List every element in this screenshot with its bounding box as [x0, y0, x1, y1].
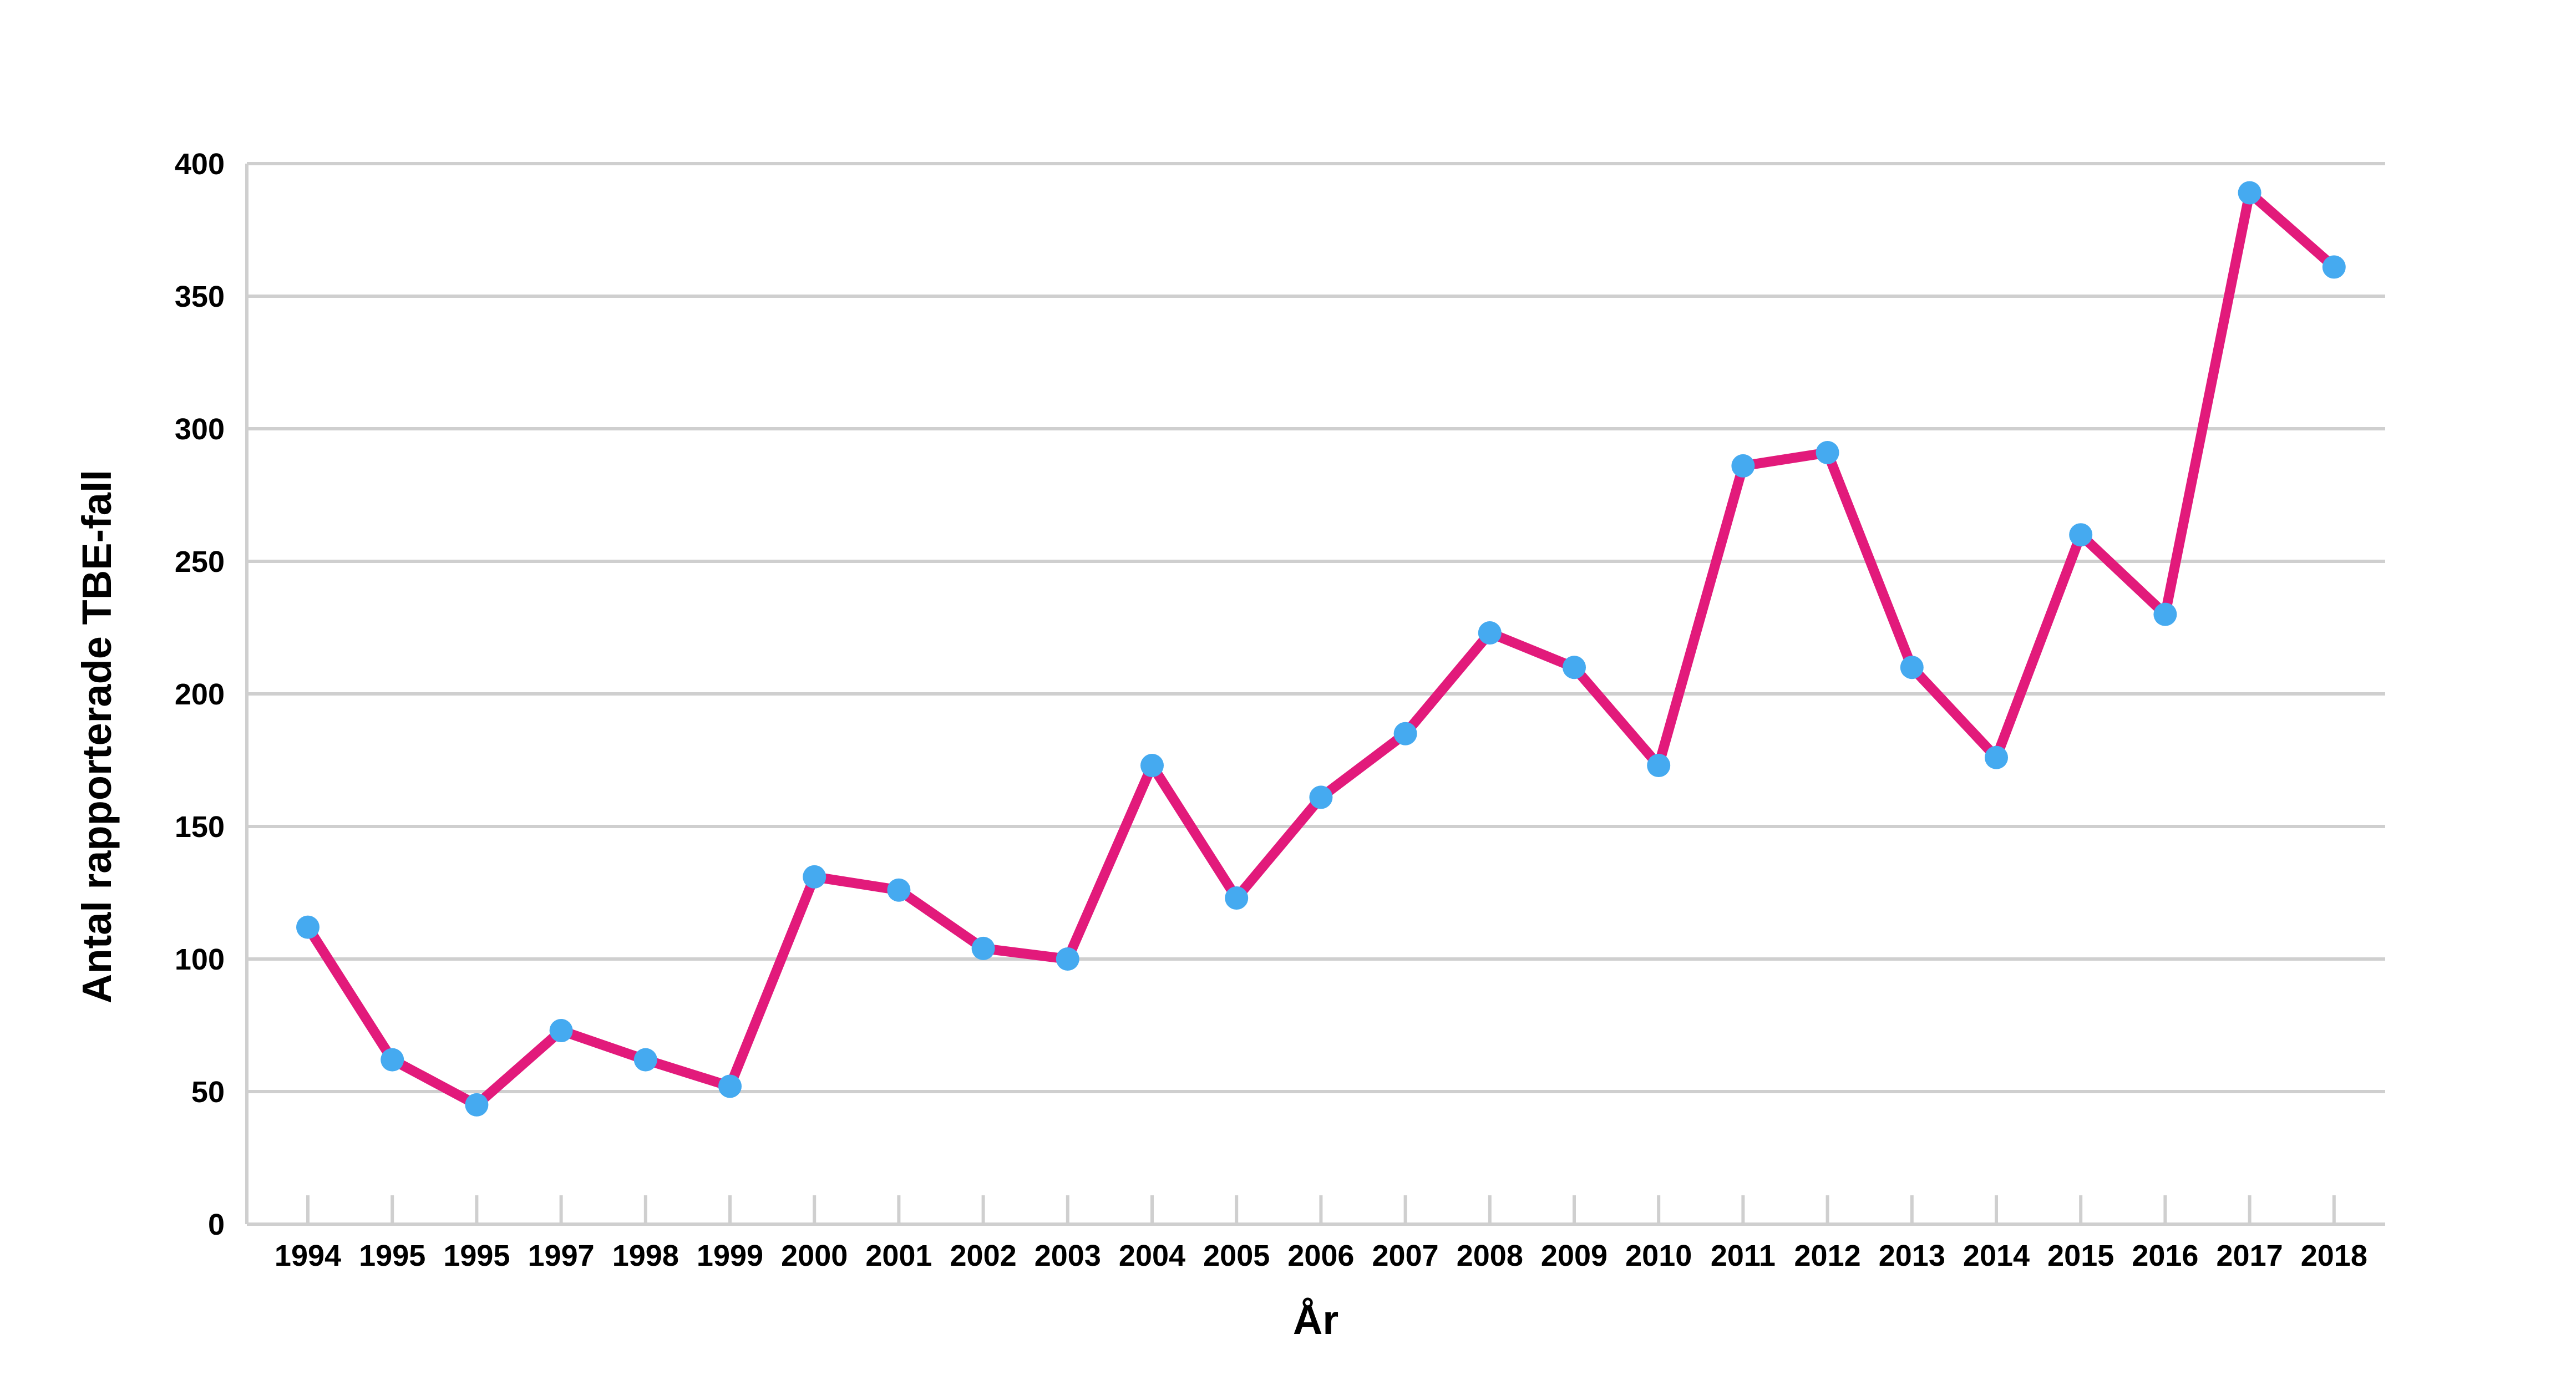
- data-point: [1309, 785, 1333, 809]
- data-point: [381, 1048, 404, 1072]
- data-point: [465, 1093, 489, 1117]
- x-tick-label: 1995: [443, 1239, 510, 1272]
- x-tick-label: 2016: [2132, 1239, 2198, 1272]
- y-axis-tick-labels: 0 50 100 150 200 250 300 350 400: [175, 148, 225, 1241]
- x-tick-label: 2017: [2217, 1239, 2283, 1272]
- data-point: [1816, 441, 1839, 465]
- data-point: [1056, 947, 1079, 971]
- gridlines: [245, 162, 2385, 1226]
- x-tick-label: 2018: [2301, 1239, 2367, 1272]
- data-point: [2238, 181, 2261, 205]
- y-tick-label: 350: [175, 280, 225, 313]
- x-tick-label: 2004: [1119, 1239, 1185, 1272]
- x-tick-label: 2014: [1963, 1239, 2030, 1272]
- series-line-0: [303, 187, 2339, 1110]
- y-tick-label: 250: [175, 545, 225, 579]
- data-point: [887, 878, 911, 902]
- data-point: [1731, 454, 1755, 478]
- data-point: [718, 1074, 742, 1098]
- data-point: [971, 936, 995, 960]
- x-tick-label: 2003: [1035, 1239, 1101, 1272]
- x-tick-label: 2015: [2047, 1239, 2114, 1272]
- data-point: [1393, 722, 1417, 745]
- x-tick-label: 1994: [275, 1239, 341, 1272]
- x-tick-label: 1998: [612, 1239, 679, 1272]
- y-axis-title: Antal rapporterade TBE-fall: [74, 470, 120, 1003]
- x-tick-label: 2012: [1794, 1239, 1861, 1272]
- data-point: [296, 915, 320, 939]
- y-tick-label: 50: [191, 1075, 225, 1109]
- data-point: [1985, 745, 2008, 769]
- data-point: [1478, 621, 1502, 645]
- x-tick-label: 2007: [1372, 1239, 1439, 1272]
- x-tick-label: 2009: [1541, 1239, 1608, 1272]
- data-point: [1563, 656, 1586, 679]
- y-tick-label: 150: [175, 810, 225, 844]
- data-point: [1900, 656, 1924, 679]
- data-point: [2069, 523, 2093, 547]
- data-point: [2322, 255, 2346, 279]
- x-tick-label: 2005: [1203, 1239, 1270, 1272]
- data-point: [1140, 754, 1164, 778]
- x-tick-label: 2013: [1879, 1239, 1945, 1272]
- data-point: [633, 1048, 657, 1072]
- series-line: [303, 187, 2339, 1110]
- data-points: [296, 181, 2346, 1117]
- x-tick-label: 2011: [1711, 1239, 1776, 1272]
- x-tick-label: 2006: [1287, 1239, 1354, 1272]
- y-tick-label: 100: [175, 943, 225, 976]
- x-tick-label: 2000: [781, 1239, 848, 1272]
- data-point: [549, 1019, 573, 1043]
- data-point: [803, 865, 826, 889]
- data-point: [1225, 886, 1249, 910]
- x-tick-label: 1999: [697, 1239, 763, 1272]
- x-tick-label: 2008: [1457, 1239, 1523, 1272]
- y-tick-label: 400: [175, 148, 225, 181]
- x-tick-label: 2002: [950, 1239, 1017, 1272]
- data-point: [1647, 754, 1671, 778]
- y-tick-label: 300: [175, 413, 225, 446]
- x-tick-label: 2001: [865, 1239, 932, 1272]
- y-tick-label: 200: [175, 678, 225, 711]
- x-tick-label: 1997: [528, 1239, 595, 1272]
- x-tick-label: 1995: [359, 1239, 425, 1272]
- x-axis-ticks: 1994 1995 1995 1997 1998 1999 2000 2001 2002 2003…: [275, 1195, 2367, 1272]
- x-axis-title: År: [1293, 1297, 1338, 1343]
- x-tick-label: 2010: [1625, 1239, 1692, 1272]
- data-point: [2153, 602, 2177, 626]
- y-tick-label: 0: [208, 1208, 225, 1241]
